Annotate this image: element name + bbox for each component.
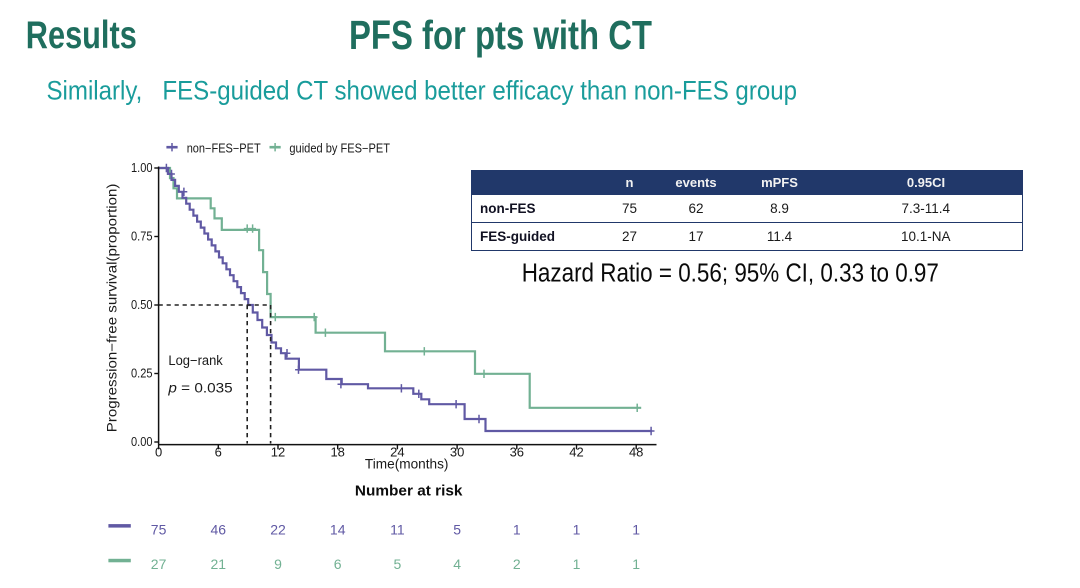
svg-text:1: 1: [632, 522, 640, 538]
svg-text:5: 5: [453, 522, 461, 538]
svg-text:0.00: 0.00: [131, 434, 153, 449]
svg-text:p = 0.035: p = 0.035: [167, 381, 232, 396]
svg-text:non−FES−PET: non−FES−PET: [187, 142, 261, 156]
svg-text:6: 6: [334, 556, 342, 572]
svg-text:14: 14: [330, 522, 346, 538]
svg-text:Progression−free survival(prop: Progression−free survival(proportion): [105, 184, 120, 433]
svg-text:PFS for pts with CT: PFS for pts with CT: [349, 12, 652, 58]
svg-text:46: 46: [211, 522, 227, 538]
svg-text:21: 21: [211, 556, 227, 572]
svg-text:Time(months): Time(months): [365, 457, 449, 472]
svg-text:1: 1: [573, 522, 581, 538]
svg-text:Similarly, FES-guided CT sho: Similarly, FES-guided CT showed better e…: [47, 76, 798, 106]
svg-text:11: 11: [390, 522, 405, 538]
svg-text:0.50: 0.50: [131, 297, 153, 312]
svg-text:Results: Results: [26, 14, 137, 57]
svg-text:0.25: 0.25: [131, 365, 153, 380]
svg-text:Number at risk: Number at risk: [355, 484, 463, 500]
svg-text:36: 36: [510, 445, 524, 460]
svg-text:18: 18: [330, 445, 344, 460]
svg-text:0: 0: [155, 445, 162, 460]
svg-text:4: 4: [453, 556, 461, 572]
svg-text:5: 5: [394, 556, 402, 572]
svg-text:42: 42: [569, 445, 583, 460]
svg-text:6: 6: [215, 445, 222, 460]
svg-text:0.75: 0.75: [131, 228, 153, 243]
svg-text:22: 22: [270, 522, 286, 538]
svg-text:1.00: 1.00: [131, 160, 153, 175]
svg-text:2: 2: [513, 556, 521, 572]
svg-text:27: 27: [151, 556, 167, 572]
svg-text:Hazard Ratio = 0.56; 95% CI, 0: Hazard Ratio = 0.56; 95% CI, 0.33 to 0.9…: [522, 257, 939, 287]
svg-text:9: 9: [274, 556, 282, 572]
svg-text:1: 1: [573, 556, 581, 572]
svg-text:48: 48: [629, 445, 643, 460]
svg-text:24: 24: [390, 445, 404, 460]
svg-text:75: 75: [151, 522, 167, 538]
svg-text:30: 30: [450, 445, 464, 460]
svg-text:guided by FES−PET: guided by FES−PET: [289, 142, 390, 156]
svg-text:12: 12: [271, 445, 285, 460]
svg-text:Log−rank: Log−rank: [168, 353, 223, 368]
svg-text:1: 1: [632, 556, 640, 572]
svg-text:1: 1: [513, 522, 521, 538]
